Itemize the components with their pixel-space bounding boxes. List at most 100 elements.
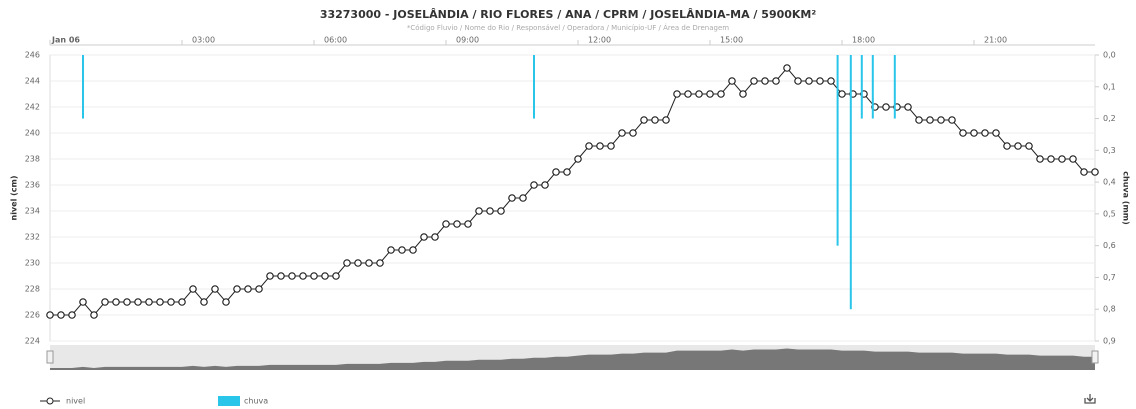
navigator-area <box>50 348 1095 370</box>
y2-tick-label: 0,8 <box>1103 305 1116 314</box>
level-point <box>530 181 538 189</box>
level-point <box>277 272 285 280</box>
level-point <box>739 90 747 98</box>
level-point <box>321 272 329 280</box>
y-tick-label: 246 <box>25 51 40 60</box>
y-tick-label: 228 <box>25 285 40 294</box>
legend-swatch <box>218 396 240 406</box>
level-point <box>629 129 637 137</box>
level-point <box>431 233 439 241</box>
rain-bar <box>836 55 839 246</box>
level-point <box>200 298 208 306</box>
level-point <box>585 142 593 150</box>
level-point <box>673 90 681 98</box>
x-tick-label: 12:00 <box>588 36 611 45</box>
level-point <box>189 285 197 293</box>
level-point <box>178 298 186 306</box>
level-point <box>1091 168 1099 176</box>
level-point <box>794 77 802 85</box>
legend-label: nivel <box>66 397 85 406</box>
level-point <box>90 311 98 319</box>
level-point <box>398 246 406 254</box>
level-point <box>365 259 373 267</box>
level-point <box>156 298 164 306</box>
level-point <box>255 285 263 293</box>
level-point <box>310 272 318 280</box>
rain-bar <box>871 55 874 119</box>
level-point <box>618 129 626 137</box>
x-tick-label: 18:00 <box>852 36 875 45</box>
level-point <box>607 142 615 150</box>
y2-tick-label: 0,2 <box>1103 114 1116 123</box>
navigator-handle <box>46 350 54 364</box>
x-tick-label: 06:00 <box>324 36 347 45</box>
level-point <box>783 64 791 72</box>
x-tick-label: 03:00 <box>192 36 215 45</box>
rain-bar <box>849 55 852 310</box>
level-point <box>717 90 725 98</box>
x-tick-label: 21:00 <box>984 36 1007 45</box>
level-point <box>827 77 835 85</box>
level-point <box>904 103 912 111</box>
rain-bar <box>893 55 896 119</box>
y-tick-label: 238 <box>25 155 40 164</box>
level-point <box>981 129 989 137</box>
level-point <box>442 220 450 228</box>
level-point <box>640 116 648 124</box>
level-point <box>1003 142 1011 150</box>
level-point <box>1047 155 1055 163</box>
level-point <box>376 259 384 267</box>
level-point <box>1014 142 1022 150</box>
level-point <box>420 233 428 241</box>
level-point <box>112 298 120 306</box>
rain-bar <box>860 55 863 119</box>
level-point <box>948 116 956 124</box>
level-point <box>915 116 923 124</box>
level-point <box>354 259 362 267</box>
y-tick-label: 244 <box>25 77 40 86</box>
level-point <box>134 298 142 306</box>
level-point <box>343 259 351 267</box>
y2-tick-label: 0,0 <box>1103 51 1116 60</box>
y2-tick-label: 0,9 <box>1103 337 1116 346</box>
level-point <box>662 116 670 124</box>
level-point <box>68 311 76 319</box>
export-icon[interactable] <box>1083 393 1097 405</box>
y2-tick-label: 0,5 <box>1103 209 1116 218</box>
level-point <box>519 194 527 202</box>
navigator-handle <box>1091 350 1099 364</box>
level-point <box>574 155 582 163</box>
level-point <box>992 129 1000 137</box>
level-point <box>167 298 175 306</box>
level-point <box>937 116 945 124</box>
level-point <box>761 77 769 85</box>
level-point <box>222 298 230 306</box>
level-point <box>288 272 296 280</box>
level-point <box>409 246 417 254</box>
level-point <box>1036 155 1044 163</box>
level-point <box>695 90 703 98</box>
level-point <box>970 129 978 137</box>
legend-label: chuva <box>244 397 268 406</box>
level-point <box>1080 168 1088 176</box>
y-tick-label: 226 <box>25 311 40 320</box>
level-point <box>706 90 714 98</box>
export-glyph <box>1084 394 1096 404</box>
rain-bar <box>82 55 84 119</box>
y-tick-label: 224 <box>25 337 40 346</box>
level-point <box>959 129 967 137</box>
y2-tick-label: 0,3 <box>1103 146 1116 155</box>
level-point <box>299 272 307 280</box>
level-point <box>486 207 494 215</box>
y-tick-label: 234 <box>25 207 40 216</box>
level-point <box>464 220 472 228</box>
level-point <box>46 311 54 319</box>
y2-tick-label: 0,7 <box>1103 273 1116 282</box>
x-tick-label: Jan 06 <box>51 36 80 45</box>
level-point <box>596 142 604 150</box>
level-point <box>211 285 219 293</box>
level-point <box>387 246 395 254</box>
level-point <box>145 298 153 306</box>
chart-title: 33273000 - JOSELÂNDIA / RIO FLORES / ANA… <box>320 8 817 21</box>
